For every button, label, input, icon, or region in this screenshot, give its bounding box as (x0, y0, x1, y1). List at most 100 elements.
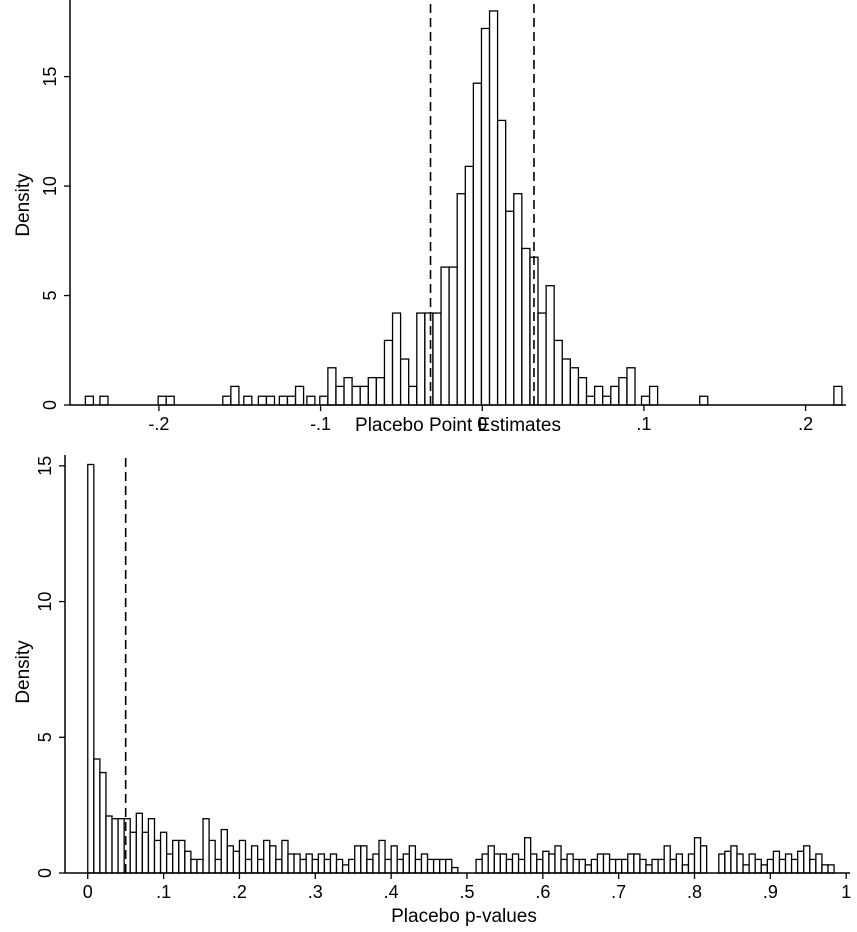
estimates-bar (286, 395, 297, 406)
pvalues-bar (214, 858, 222, 874)
pvalues-bar (602, 853, 611, 874)
estimates-y-ticks: 0 5 10 15 (40, 67, 70, 410)
estimates-histogram-panel: -.2 -.1 0 .1 .2 0 5 10 15 Placebo Point Estimat… (13, 0, 846, 436)
estimates-bar (294, 385, 305, 406)
pvalues-bar (293, 853, 301, 874)
pvalues-y-tick-label: 0 (35, 868, 55, 878)
pvalues-bar (572, 858, 580, 874)
pvalues-bar (451, 866, 459, 874)
estimates-bar (496, 119, 507, 406)
pvalues-bar (329, 853, 338, 874)
estimates-bar (585, 395, 596, 406)
pvalues-bar (523, 837, 532, 874)
pvalues-bar (420, 853, 429, 874)
estimates-bar (99, 395, 109, 406)
pvalues-bar (354, 845, 362, 874)
estimates-bar (399, 358, 410, 406)
pvalues-bar (263, 839, 271, 874)
pvalues-bar (687, 853, 696, 874)
estimates-y-tick-label: 5 (40, 291, 60, 301)
estimates-y-tick-label: 15 (40, 67, 60, 87)
pvalues-bar (730, 845, 738, 874)
estimates-bar (699, 395, 709, 406)
pvalues-y-tick-label: 15 (35, 456, 55, 476)
pvalues-bar (590, 858, 599, 874)
estimates-bar (416, 312, 426, 406)
pvalues-bar (317, 853, 326, 874)
pvalues-bar (766, 858, 775, 874)
estimates-bar (257, 395, 268, 406)
pvalues-bar (184, 850, 192, 874)
pvalues-bar (578, 858, 586, 874)
estimates-bar (545, 285, 555, 406)
estimates-reference-lines (429, 0, 535, 405)
pvalues-x-tick-label: 0 (83, 882, 93, 902)
pvalues-bar (536, 858, 544, 874)
pvalues-bar (341, 864, 350, 874)
pvalues-bar (499, 853, 508, 874)
pvalues-bar (287, 853, 295, 874)
pvalues-bar (208, 839, 216, 874)
pvalues-bar (238, 839, 247, 874)
estimates-bar (432, 312, 442, 406)
pvalues-bar (621, 858, 629, 874)
pvalues-y-tick-label: 5 (35, 732, 55, 742)
pvalues-bar (542, 850, 550, 874)
pvalues-x-tick-label: .8 (687, 882, 702, 902)
estimates-bar (375, 376, 386, 406)
pvalues-bar (323, 858, 332, 874)
pvalues-x-tick-label: .6 (535, 882, 550, 902)
pvalues-bar (505, 858, 514, 874)
pvalues-bar (335, 858, 344, 874)
pvalues-y-axis-title: Density (13, 640, 34, 704)
pvalues-bar (172, 839, 180, 874)
estimates-x-tick-label: -.2 (148, 414, 169, 434)
pvalues-bar (681, 864, 690, 874)
pvalues-bar (232, 850, 241, 874)
pvalues-bar (275, 858, 283, 874)
pvalues-bar (560, 858, 568, 874)
pvalues-bar (190, 858, 198, 874)
pvalues-bar (378, 839, 386, 874)
estimates-x-axis-title: Placebo Point Estimates (355, 415, 561, 436)
pvalues-bar (226, 845, 235, 874)
pvalues-bar (87, 463, 95, 874)
pvalues-bar (372, 853, 380, 874)
pvalues-x-tick-label: .7 (611, 882, 626, 902)
pvalues-bar (105, 815, 113, 874)
pvalues-bar (742, 864, 750, 874)
pvalues-bar (645, 864, 653, 874)
estimates-bar (456, 193, 466, 406)
pvalues-bar (639, 858, 647, 874)
pvalues-bar (439, 858, 447, 874)
pvalues-bar (596, 853, 605, 874)
pvalues-x-tick-label: 1 (841, 882, 851, 902)
estimates-bar (833, 385, 843, 406)
estimates-bar (488, 10, 499, 406)
estimates-bar (602, 395, 612, 406)
estimates-x-tick-label: 0 (477, 414, 487, 434)
estimates-y-tick-label: 0 (40, 400, 60, 410)
estimates-bar (319, 395, 329, 406)
pvalues-bar (305, 853, 313, 874)
pvalues-bar (244, 858, 253, 874)
pvalues-bar (651, 858, 659, 874)
pvalues-bar (754, 858, 762, 874)
pvalues-bar (366, 858, 374, 874)
pvalues-bar (396, 858, 404, 874)
estimates-y-axis-title: Density (13, 173, 34, 237)
pvalues-bar (250, 845, 259, 874)
pvalues-bar (772, 850, 781, 874)
estimates-bar (359, 385, 369, 406)
estimates-bars (84, 10, 843, 406)
pvalues-bar (153, 839, 162, 874)
estimates-bar (561, 358, 571, 406)
pvalues-bar (159, 831, 168, 874)
pvalues-bar (178, 839, 186, 874)
pvalues-x-tick-label: .2 (232, 882, 247, 902)
estimates-bar (351, 385, 361, 406)
estimates-bar (230, 385, 240, 406)
pvalues-x-tick-label: .9 (763, 882, 778, 902)
pvalues-bar (724, 850, 732, 874)
